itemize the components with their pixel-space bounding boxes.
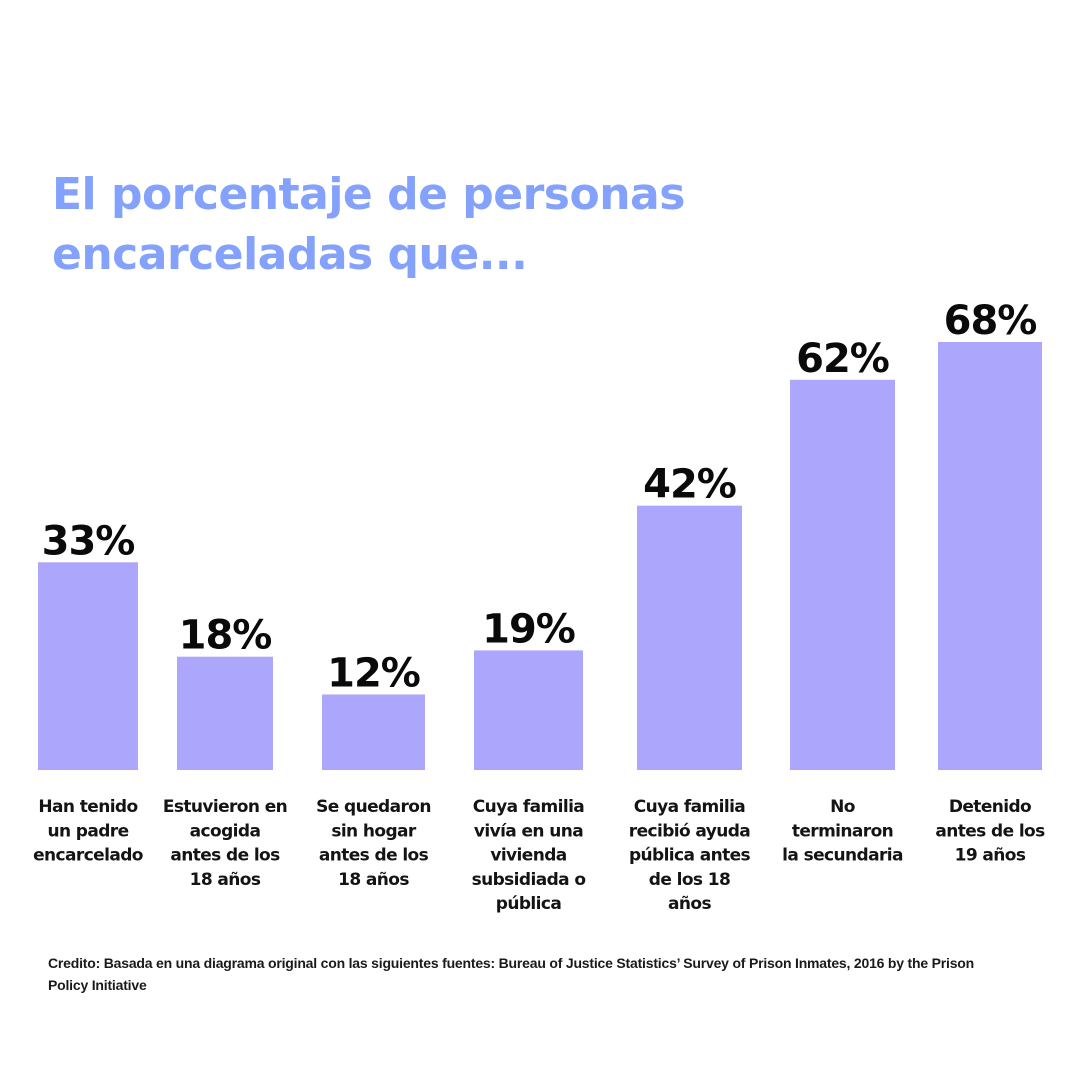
category-label-line: pública antes xyxy=(629,846,751,866)
bar-5 xyxy=(637,505,742,770)
value-labels-group: 33% 18% 12% 19% 42% 62% 68% xyxy=(42,298,1038,696)
bar-2 xyxy=(177,656,273,770)
value-label-2: 18% xyxy=(179,613,272,659)
category-label-line: años xyxy=(668,894,711,914)
category-label-line: Han tenido xyxy=(38,797,137,817)
category-label-line: sin hogar xyxy=(331,821,417,841)
category-label-line: encarcelado xyxy=(33,846,143,866)
credit-text: Credito: Basada en una diagrama original… xyxy=(48,955,975,993)
category-label-line: Detenido xyxy=(949,797,1031,817)
category-label-4: Cuya familia vivía en una vivienda subsidia… xyxy=(472,797,586,914)
category-label-line: subsidiada o xyxy=(472,870,586,890)
chart-title: El porcentaje de personas encarceladas q… xyxy=(52,165,952,285)
bar-1 xyxy=(38,562,138,770)
category-label-line: recibió ayuda xyxy=(629,821,751,841)
category-label-line: Se quedaron xyxy=(316,797,431,817)
bars-group xyxy=(38,342,1042,770)
value-label-4: 19% xyxy=(482,606,575,652)
chart-title-line-1: El porcentaje de personas xyxy=(52,169,685,220)
category-label-line: Estuvieron en xyxy=(163,797,287,817)
value-label-5: 42% xyxy=(643,462,736,508)
value-label-7: 68% xyxy=(944,298,1037,344)
value-label-6: 62% xyxy=(796,336,889,382)
category-label-line: de los 18 xyxy=(649,870,730,890)
category-label-line: Cuya familia xyxy=(634,797,746,817)
chart-title-line-2: encarceladas que... xyxy=(52,229,528,280)
category-label-5: Cuya familia recibió ayuda pública antes de… xyxy=(629,797,751,914)
bar-6 xyxy=(790,379,895,770)
category-label-line: la secundaria xyxy=(782,846,903,866)
value-label-3: 12% xyxy=(327,650,420,696)
category-label-line: 19 años xyxy=(955,846,1026,866)
category-label-line: 18 años xyxy=(338,870,409,890)
bar-7 xyxy=(938,342,1042,770)
category-label-line: vivienda xyxy=(490,846,566,866)
category-label-6: No terminaron la secundaria xyxy=(782,797,903,866)
category-label-line: No xyxy=(830,797,855,817)
category-label-line: antes de los xyxy=(170,846,280,866)
category-label-line: antes de los xyxy=(935,821,1045,841)
category-labels-group: Han tenido un padre encarcelado Estuvieron … xyxy=(33,797,1046,914)
category-label-7: Detenido antes de los 19 años xyxy=(935,797,1045,866)
value-label-1: 33% xyxy=(42,518,135,564)
category-label-line: Cuya familia xyxy=(473,797,585,817)
category-label-line: 18 años xyxy=(190,870,261,890)
bar-4 xyxy=(474,650,583,770)
category-label-line: un padre xyxy=(47,821,128,841)
bar-3 xyxy=(322,694,425,770)
category-label-line: terminaron xyxy=(792,821,893,841)
category-label-line: antes de los xyxy=(319,846,429,866)
category-label-1: Han tenido un padre encarcelado xyxy=(33,797,143,866)
category-label-line: pública xyxy=(496,894,562,914)
category-label-3: Se quedaron sin hogar antes de los 18 años xyxy=(316,797,431,890)
category-label-line: vivía en una xyxy=(474,821,583,841)
category-label-line: acogida xyxy=(190,821,261,841)
category-label-2: Estuvieron en acogida antes de los 18 años xyxy=(163,797,287,890)
